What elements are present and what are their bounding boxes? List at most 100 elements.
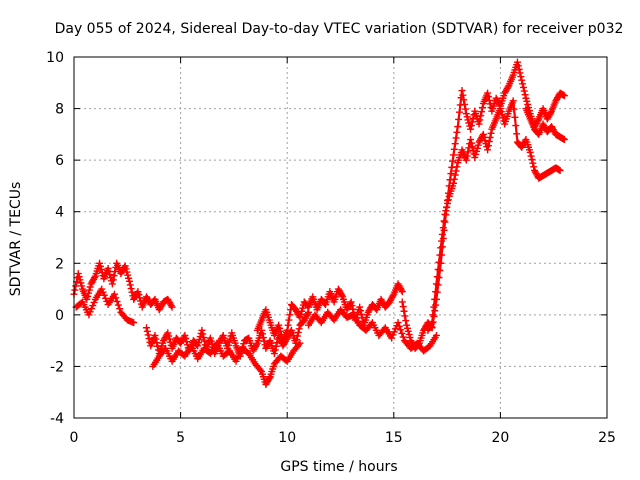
data-point-marker xyxy=(134,288,142,296)
data-point-marker xyxy=(275,321,283,329)
data-point-marker xyxy=(200,334,208,342)
data-point-marker xyxy=(84,292,92,300)
data-point-marker xyxy=(463,152,471,160)
series-arc-9 xyxy=(522,105,568,144)
x-tick-label: 0 xyxy=(70,430,79,446)
data-point-marker xyxy=(71,286,79,294)
data-point-marker xyxy=(272,342,280,350)
data-point-marker xyxy=(126,281,134,289)
y-tick-label: 2 xyxy=(55,256,64,272)
data-point-marker xyxy=(519,80,527,88)
data-point-marker xyxy=(461,105,469,113)
data-point-marker xyxy=(397,286,405,294)
data-point-marker xyxy=(83,295,91,303)
series-arc-4 xyxy=(149,339,304,388)
data-point-marker xyxy=(498,111,506,119)
data-point-marker xyxy=(478,104,486,112)
data-point-marker xyxy=(224,341,232,349)
data-point-marker xyxy=(200,337,208,345)
data-point-marker xyxy=(429,311,437,319)
data-point-marker xyxy=(451,171,459,179)
data-point-marker xyxy=(390,328,398,336)
data-point-marker xyxy=(476,116,484,124)
data-point-marker xyxy=(510,105,518,113)
data-point-marker xyxy=(444,196,452,204)
data-point-marker xyxy=(123,268,131,276)
data-point-marker xyxy=(467,139,475,147)
data-point-marker xyxy=(436,251,444,259)
data-point-marker xyxy=(460,96,468,104)
data-point-marker xyxy=(165,332,173,340)
data-point-marker xyxy=(433,273,441,281)
data-point-marker xyxy=(513,130,521,138)
data-point-marker xyxy=(477,112,485,120)
data-point-marker xyxy=(72,282,80,290)
data-point-marker xyxy=(283,326,291,334)
data-point-marker xyxy=(560,136,568,144)
data-point-marker xyxy=(469,146,477,154)
data-point-marker xyxy=(484,146,492,154)
data-point-marker xyxy=(298,307,306,315)
data-point-marker xyxy=(504,83,512,91)
data-point-marker xyxy=(256,366,264,374)
data-point-marker xyxy=(84,289,92,297)
data-point-marker xyxy=(499,114,507,122)
data-point-marker xyxy=(164,329,172,337)
data-point-marker xyxy=(432,331,440,339)
data-point-marker xyxy=(89,302,97,310)
data-point-marker xyxy=(462,110,470,118)
data-point-marker xyxy=(258,330,266,338)
data-point-marker xyxy=(400,307,408,315)
data-point-marker xyxy=(399,333,407,341)
data-point-marker xyxy=(357,307,365,315)
data-point-marker xyxy=(468,118,476,126)
data-point-marker xyxy=(75,273,83,281)
data-point-marker xyxy=(152,335,160,343)
data-point-marker xyxy=(398,288,406,296)
plot-frame xyxy=(73,56,608,419)
series-arc-8 xyxy=(424,97,564,334)
data-point-marker xyxy=(166,335,174,343)
data-point-marker xyxy=(464,148,472,156)
data-point-marker xyxy=(86,283,94,291)
x-axis-label: GPS time / hours xyxy=(280,459,397,475)
x-tick-label: 5 xyxy=(176,430,185,446)
data-point-marker xyxy=(90,298,98,306)
data-point-marker xyxy=(484,93,492,101)
data-point-marker xyxy=(404,327,412,335)
data-point-marker xyxy=(478,108,486,116)
data-point-marker xyxy=(462,156,470,164)
data-point-marker xyxy=(260,337,268,345)
data-point-marker xyxy=(519,83,527,91)
data-point-marker xyxy=(135,291,143,299)
data-point-marker xyxy=(98,285,106,293)
data-point-marker xyxy=(438,230,446,238)
data-point-marker xyxy=(151,331,159,339)
data-point-marker xyxy=(461,100,469,108)
data-point-marker xyxy=(520,87,528,95)
data-point-marker xyxy=(271,346,279,354)
data-point-marker xyxy=(78,282,86,290)
data-point-marker xyxy=(467,122,475,130)
data-point-marker xyxy=(560,92,568,100)
data-point-marker xyxy=(167,302,175,310)
data-point-marker xyxy=(265,374,273,382)
data-point-marker xyxy=(136,294,144,302)
data-point-marker xyxy=(428,319,436,327)
data-point-marker xyxy=(74,270,82,278)
data-point-marker xyxy=(207,337,215,345)
data-point-marker xyxy=(406,334,414,342)
data-point-marker xyxy=(198,326,206,334)
data-point-marker xyxy=(293,332,301,340)
data-point-marker xyxy=(484,89,492,97)
y-tick-label: 10 xyxy=(46,50,64,66)
data-point-marker xyxy=(181,331,189,339)
data-point-marker xyxy=(109,276,117,284)
plot-series xyxy=(70,58,568,388)
data-point-marker xyxy=(467,136,475,144)
data-point-marker xyxy=(454,123,462,131)
data-point-marker xyxy=(397,326,405,334)
data-point-marker xyxy=(485,96,493,104)
data-point-marker xyxy=(85,311,93,319)
